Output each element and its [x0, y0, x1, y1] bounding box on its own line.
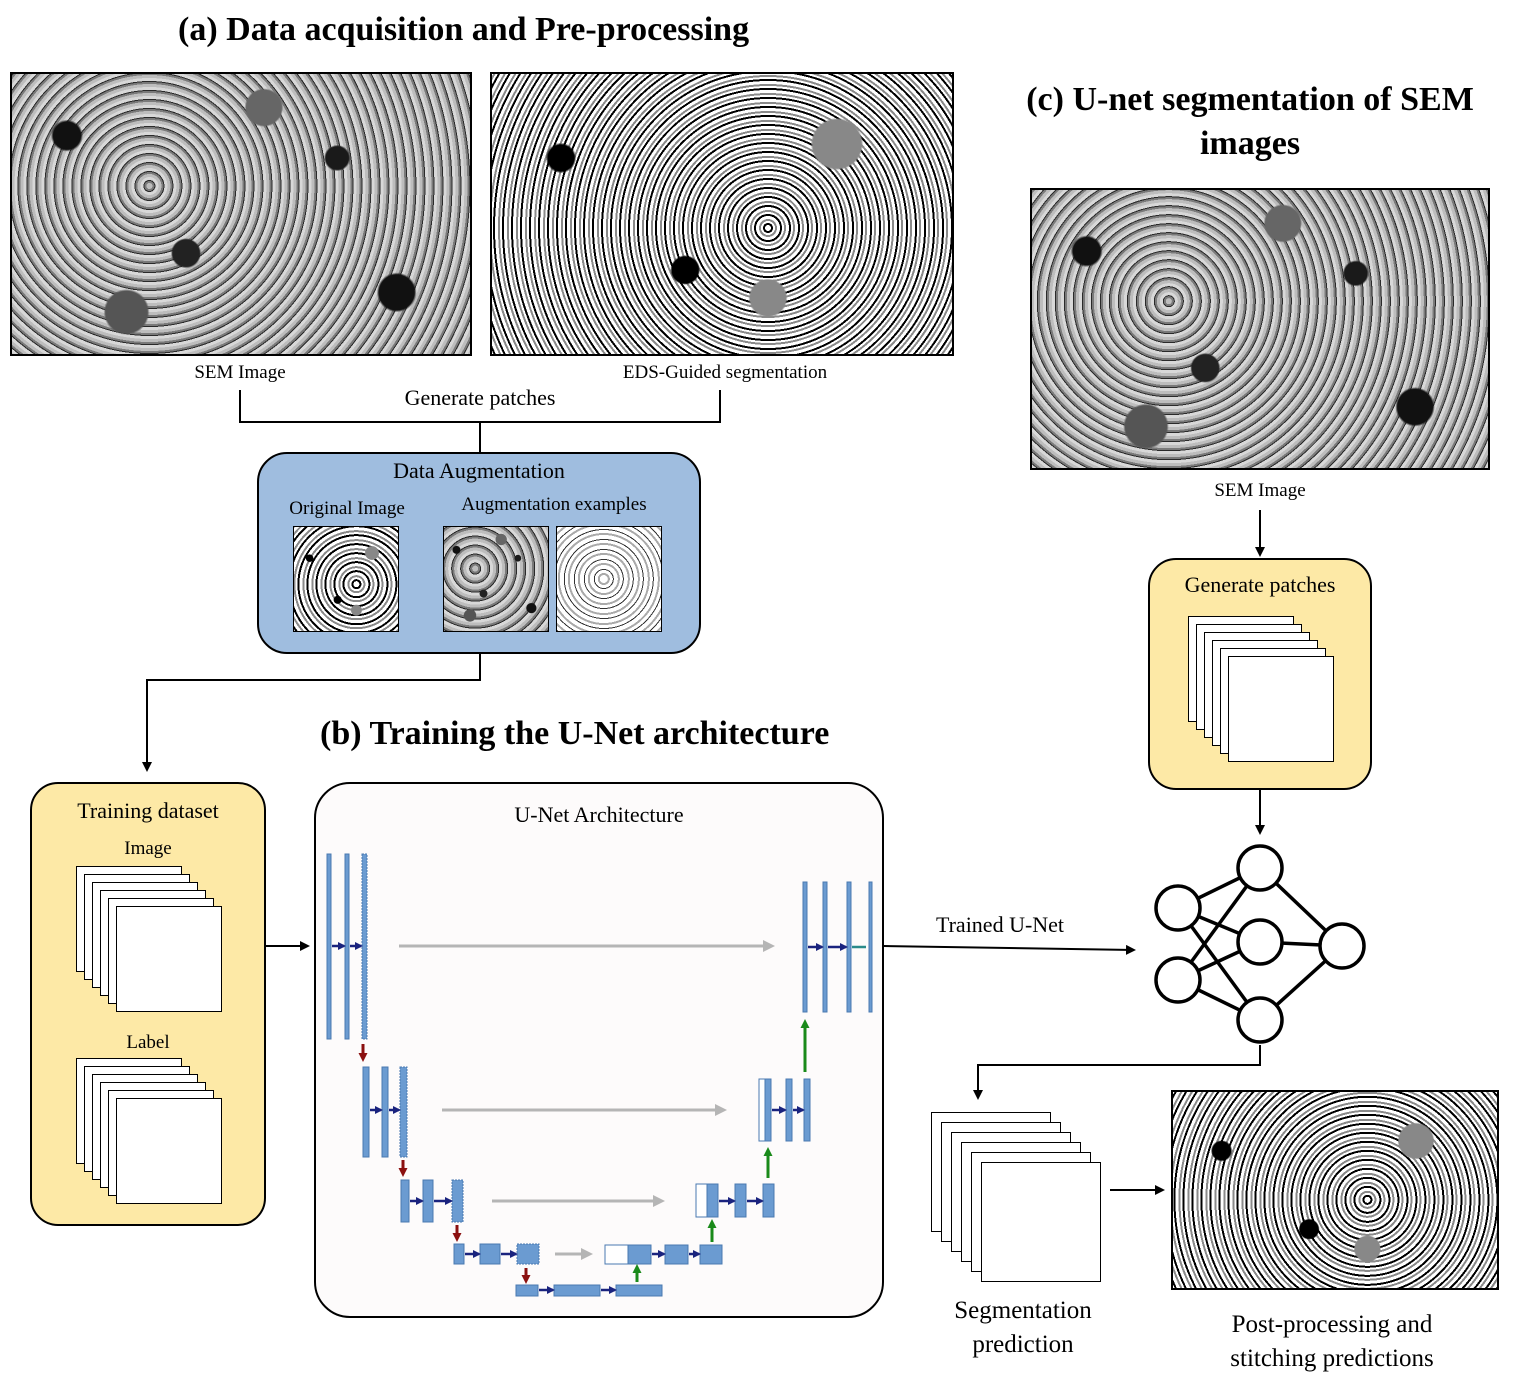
augmentation-examples-label: Augmentation examples: [461, 494, 647, 515]
unet-title: U-Net Architecture: [514, 802, 684, 827]
original-image-label: Original Image: [289, 498, 405, 519]
label-label: Label: [126, 1032, 170, 1053]
eds-caption: EDS-Guided segmentation: [622, 362, 828, 383]
segmentation-prediction-label: Segmentation prediction: [954, 1297, 1092, 1358]
data-augmentation-panel: Data Augmentation Original Image Augment…: [257, 452, 701, 654]
training-dataset-title: Training dataset: [77, 798, 219, 823]
sem-image: [10, 72, 472, 356]
generate-patches-label: Generate patches: [404, 385, 556, 410]
sem-image-caption: SEM Image: [194, 362, 286, 383]
image-label: Image: [124, 838, 172, 859]
neural-network-icon: [1154, 844, 1366, 1044]
section-c-title: (c) U-net segmentation of SEM images: [1026, 81, 1474, 163]
post-processing-label: Post-processing and stitching prediction…: [1230, 1311, 1434, 1372]
original-patch: [293, 526, 399, 632]
augmented-patch: [443, 526, 549, 632]
unet-architecture-panel: U-Net Architecture: [314, 782, 884, 1318]
training-dataset-panel: Training dataset Image Label: [30, 782, 266, 1226]
generate-patches-title: Generate patches: [1184, 572, 1336, 597]
input-sem-caption: SEM Image: [1214, 480, 1306, 501]
augmented-patch: [556, 526, 662, 632]
unet-diagram: [326, 853, 873, 1297]
section-b-title: (b) Training the U-Net architecture: [320, 715, 830, 752]
generate-patches-panel: Generate patches: [1148, 558, 1372, 790]
augmentation-title: Data Augmentation: [393, 458, 565, 483]
stitched-prediction-image: [1171, 1090, 1499, 1290]
trained-unet-label: Trained U-Net: [935, 912, 1065, 937]
eds-segmentation-image: [490, 72, 954, 356]
section-a-title: (a) Data acquisition and Pre-processing: [178, 11, 750, 48]
input-sem-image: [1030, 188, 1490, 470]
